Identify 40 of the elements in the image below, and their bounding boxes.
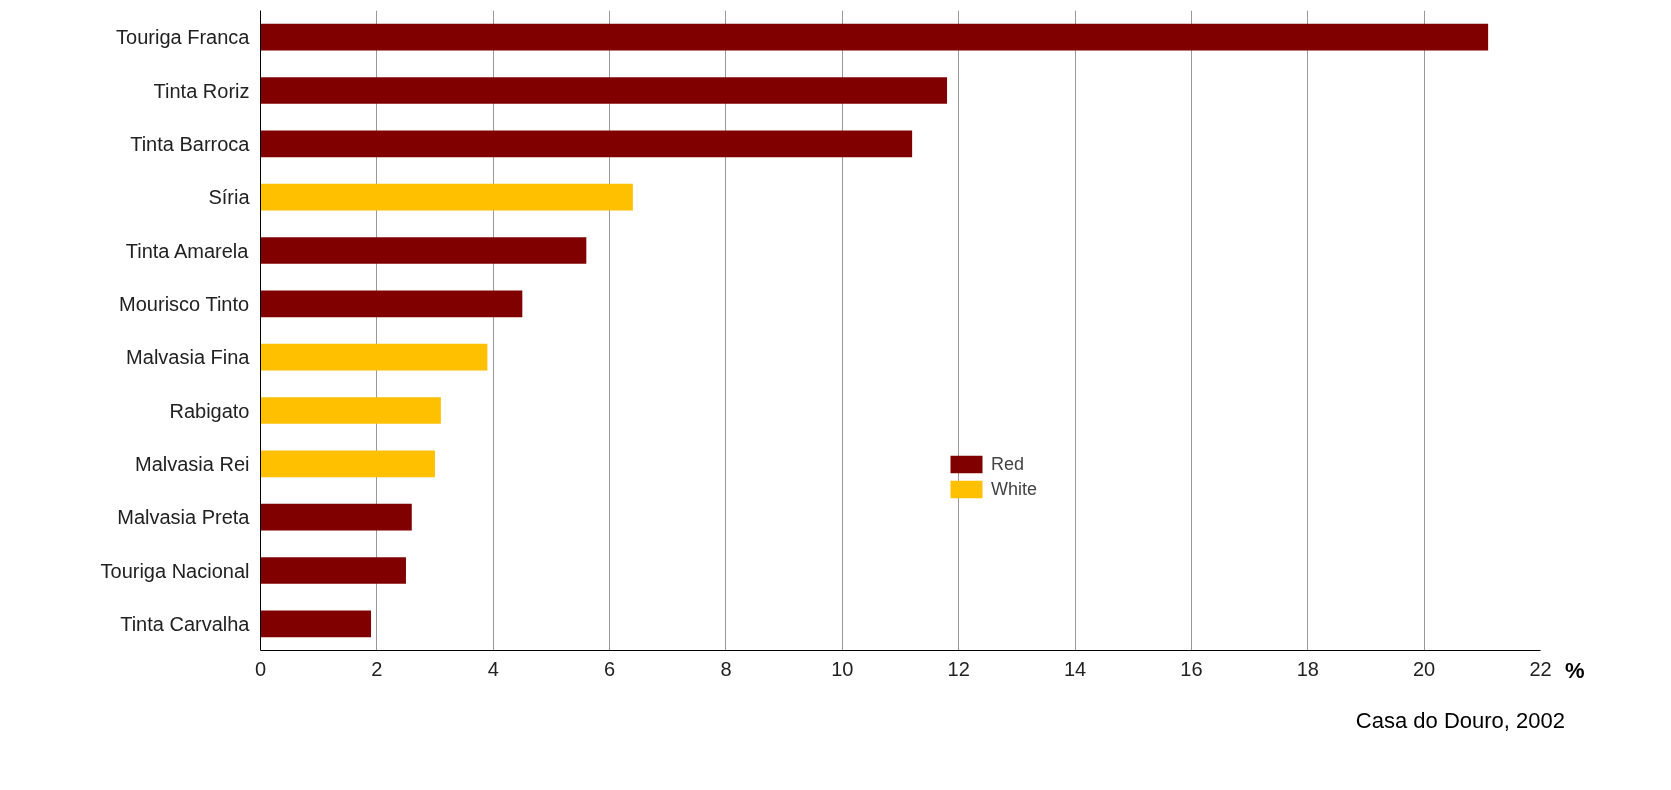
y-tick-label: Malvasia Fina xyxy=(126,346,251,369)
y-tick-label: Malvasia Rei xyxy=(135,452,250,475)
bar xyxy=(260,130,913,158)
y-tick-label: Rabigato xyxy=(169,399,250,422)
x-tick-label: 12 xyxy=(947,657,970,680)
y-tick-label: Tinta Amarela xyxy=(125,239,250,262)
x-tick-label: 10 xyxy=(831,657,854,680)
bar xyxy=(260,237,587,264)
legend-label: White xyxy=(991,478,1038,500)
x-tick-label: 20 xyxy=(1413,657,1436,680)
x-tick-label: 14 xyxy=(1063,657,1087,680)
x-tick-label: 22 xyxy=(1529,657,1552,680)
bar xyxy=(260,343,488,371)
bar xyxy=(260,77,948,104)
y-tick-label: Síria xyxy=(208,186,251,209)
text: Casa do Douro, 2002 xyxy=(1355,707,1565,735)
x-tick-label: 4 xyxy=(487,657,499,680)
bar xyxy=(260,23,1489,51)
x-tick-label: 0 xyxy=(254,657,267,680)
y-tick-label: Touriga Nacional xyxy=(100,559,250,582)
legend-label: Red xyxy=(991,453,1025,475)
y-tick-label: Malvasia Preta xyxy=(117,506,251,529)
x-axis-title: % xyxy=(1565,657,1585,685)
bar xyxy=(260,610,372,638)
bar xyxy=(260,450,436,478)
y-tick-label: Touriga Franca xyxy=(116,26,251,49)
x-tick-label: 18 xyxy=(1296,657,1319,680)
y-tick-label: Mourisco Tinto xyxy=(119,292,250,315)
bar xyxy=(260,183,633,211)
x-tick-label: 6 xyxy=(604,657,616,680)
y-tick-label: Tinta Barroca xyxy=(130,132,251,155)
bar xyxy=(260,397,441,424)
y-tick-label: Tinta Roriz xyxy=(153,79,250,102)
bar xyxy=(260,290,523,318)
y-tick-label: Tinta Carvalha xyxy=(120,612,251,635)
bar xyxy=(260,503,412,531)
x-tick-label: 8 xyxy=(720,657,732,680)
bar xyxy=(260,557,406,584)
x-tick-label: 16 xyxy=(1180,657,1203,680)
x-tick-label: 2 xyxy=(371,657,383,680)
